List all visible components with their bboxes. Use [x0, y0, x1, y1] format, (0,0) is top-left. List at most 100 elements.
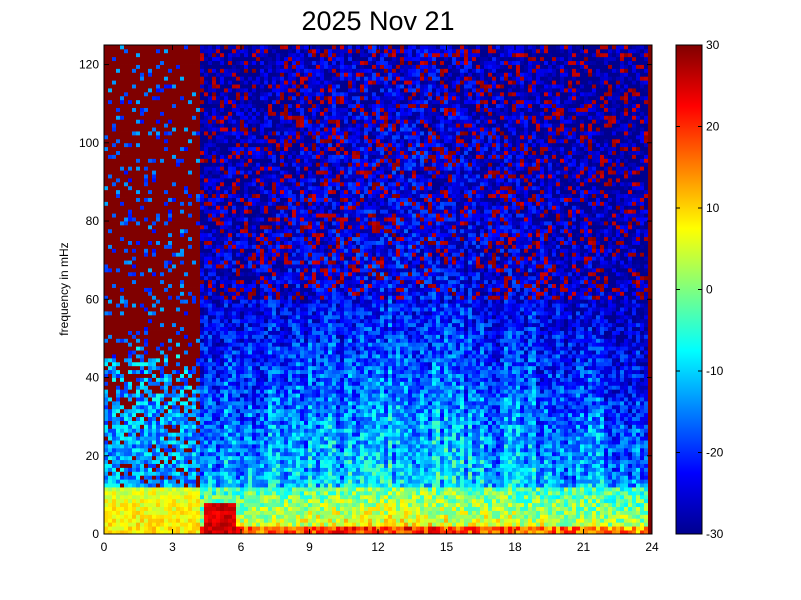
- heatmap-cell: [144, 385, 149, 390]
- heatmap-cell: [184, 178, 189, 183]
- heatmap-cell: [108, 131, 113, 136]
- heatmap-cell: [132, 275, 137, 281]
- heatmap-cell: [116, 361, 121, 367]
- heatmap-cell: [116, 111, 121, 116]
- heatmap-cell: [140, 518, 145, 523]
- heatmap-cell: [252, 483, 257, 488]
- heatmap-cell: [124, 240, 129, 245]
- heatmap-cell: [148, 134, 153, 140]
- heatmap-cell: [220, 389, 225, 394]
- heatmap-cell: [204, 311, 209, 316]
- heatmap-cell: [116, 330, 121, 335]
- heatmap-cell: [104, 506, 109, 511]
- heatmap-cell: [212, 432, 217, 437]
- heatmap-cell: [140, 91, 145, 97]
- heatmap-cell: [168, 236, 173, 241]
- heatmap-cell: [204, 483, 209, 488]
- heatmap-cell: [208, 244, 213, 249]
- heatmap-cell: [256, 178, 261, 183]
- heatmap-cell: [196, 322, 201, 328]
- heatmap-cell: [112, 369, 117, 375]
- heatmap-cell: [148, 354, 153, 359]
- heatmap-cell: [124, 291, 129, 296]
- heatmap-cell: [216, 526, 221, 531]
- heatmap-cell: [152, 197, 157, 202]
- heatmap-cell: [168, 205, 173, 210]
- heatmap-cell: [260, 146, 265, 152]
- heatmap-cell: [208, 84, 213, 89]
- heatmap-cell: [244, 471, 249, 476]
- heatmap-cell: [136, 303, 141, 308]
- heatmap-cell: [200, 244, 205, 249]
- heatmap-cell: [104, 459, 109, 464]
- heatmap-cell: [192, 52, 197, 58]
- heatmap-cell: [232, 158, 237, 163]
- heatmap-cell: [124, 295, 129, 300]
- heatmap-cell: [156, 475, 161, 480]
- heatmap-cell: [228, 189, 233, 195]
- heatmap-cell: [192, 498, 197, 504]
- heatmap-cell: [148, 447, 153, 453]
- heatmap-cell: [192, 330, 197, 335]
- heatmap-cell: [160, 287, 165, 292]
- heatmap-cell: [108, 432, 113, 437]
- heatmap-cell: [172, 56, 177, 62]
- heatmap-cell: [144, 267, 149, 273]
- heatmap-cell: [252, 228, 257, 234]
- heatmap-cell: [164, 68, 169, 73]
- heatmap-cell: [236, 193, 241, 198]
- heatmap-cell: [196, 369, 201, 375]
- heatmap-cell: [176, 178, 181, 183]
- heatmap-cell: [196, 471, 201, 476]
- heatmap-cell: [160, 518, 165, 523]
- heatmap-cell: [256, 154, 261, 159]
- heatmap-cell: [204, 475, 209, 480]
- heatmap-cell: [184, 107, 189, 112]
- heatmap-cell: [248, 530, 253, 535]
- heatmap-cell: [248, 354, 253, 359]
- heatmap-cell: [156, 170, 161, 175]
- heatmap-cell: [216, 213, 221, 218]
- heatmap-cell: [228, 436, 233, 441]
- heatmap-cell: [212, 404, 217, 410]
- heatmap-cell: [232, 440, 237, 445]
- heatmap-cell: [128, 381, 133, 386]
- heatmap-cell: [160, 64, 165, 69]
- heatmap-cell: [112, 307, 117, 312]
- heatmap-cell: [216, 60, 221, 65]
- heatmap-cell: [188, 361, 193, 367]
- heatmap-cell: [116, 209, 121, 214]
- heatmap-cell: [188, 99, 193, 105]
- heatmap-cell: [140, 330, 145, 335]
- heatmap-cell: [160, 154, 165, 159]
- heatmap-cell: [120, 490, 125, 496]
- heatmap-cell: [240, 271, 245, 277]
- heatmap-cell: [116, 260, 121, 265]
- heatmap-cell: [252, 471, 257, 476]
- heatmap-cell: [232, 506, 237, 511]
- heatmap-cell: [164, 385, 169, 390]
- heatmap-cell: [156, 314, 161, 320]
- heatmap-cell: [228, 377, 233, 382]
- heatmap-cell: [260, 506, 265, 511]
- heatmap-cell: [224, 404, 229, 410]
- heatmap-cell: [188, 287, 193, 292]
- heatmap-cell: [112, 498, 117, 504]
- heatmap-cell: [260, 264, 265, 269]
- heatmap-cell: [204, 303, 209, 308]
- heatmap-cell: [156, 393, 161, 398]
- heatmap-cell: [200, 424, 205, 429]
- heatmap-cell: [228, 400, 233, 406]
- heatmap-cell: [260, 451, 265, 457]
- heatmap-cell: [256, 103, 261, 108]
- heatmap-cell: [152, 88, 157, 93]
- heatmap-cell: [152, 91, 157, 97]
- heatmap-cell: [224, 357, 229, 363]
- heatmap-cell: [204, 526, 209, 531]
- heatmap-cell: [104, 295, 109, 300]
- heatmap-cell: [192, 209, 197, 214]
- heatmap-cell: [168, 99, 173, 105]
- heatmap-cell: [172, 76, 177, 81]
- heatmap-cell: [196, 45, 201, 50]
- heatmap-cell: [156, 84, 161, 89]
